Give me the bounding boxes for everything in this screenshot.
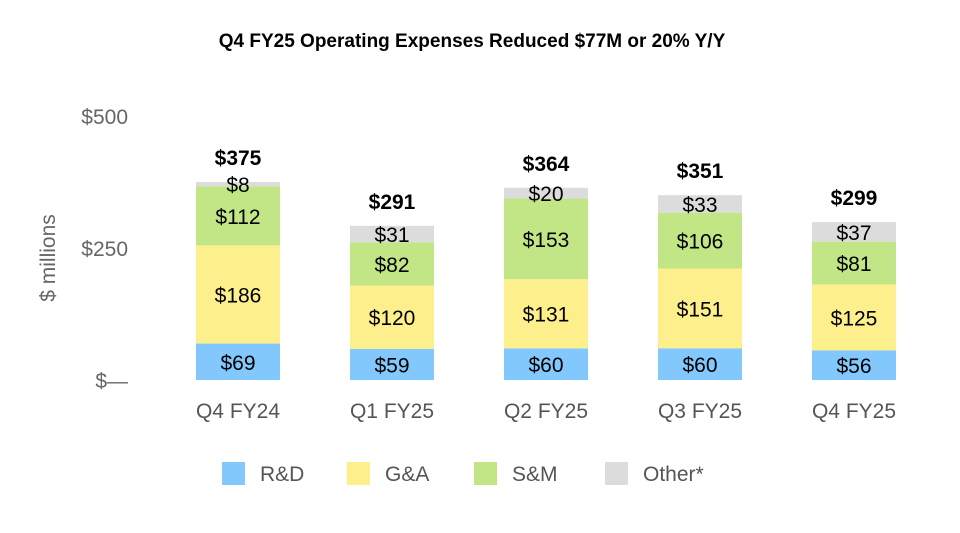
total-label: $291 — [369, 191, 416, 214]
x-tick-label: Q2 FY25 — [504, 400, 588, 423]
segment-label: $31 — [374, 224, 409, 247]
bar-segment — [504, 348, 588, 380]
bar-segment — [196, 343, 280, 380]
total-label: $375 — [215, 147, 262, 170]
bar-segment — [196, 245, 280, 344]
segment-label: $131 — [523, 304, 570, 327]
y-tick-label: $— — [95, 370, 128, 393]
total-label: $364 — [523, 153, 570, 176]
legend-item: Other* — [605, 462, 704, 486]
segment-label: $186 — [215, 284, 262, 307]
legend-label: S&M — [512, 463, 558, 486]
bar-segment — [196, 182, 280, 187]
bar-segment — [658, 268, 742, 349]
legend-swatch — [474, 462, 497, 485]
bar-segment — [812, 350, 896, 380]
bar-group: $60 $151 $106 $33 $351 Q3 FY25 — [658, 160, 742, 423]
bar-segment — [812, 241, 896, 285]
segment-label: $20 — [528, 183, 563, 206]
legend-swatch — [222, 462, 245, 485]
segment-label: $37 — [836, 222, 871, 245]
segment-label: $60 — [682, 354, 717, 377]
bar-segment — [658, 195, 742, 213]
legend-item: S&M — [474, 462, 558, 486]
bar-segment — [812, 222, 896, 242]
bar-segment — [350, 225, 434, 243]
segment-label: $82 — [374, 254, 409, 277]
bar-group: $60 $131 $153 $20 $364 Q2 FY25 — [504, 153, 588, 423]
segment-label: $69 — [220, 352, 255, 375]
bar-segment — [504, 198, 588, 280]
segment-label: $106 — [677, 231, 724, 254]
segment-label: $125 — [831, 307, 878, 330]
legend-swatch — [347, 462, 370, 485]
bar-segment — [350, 285, 434, 349]
bar-group: $69 $186 $112 $8 $375 Q4 FY24 — [196, 147, 280, 423]
total-label: $299 — [831, 187, 878, 210]
segment-label: $120 — [369, 307, 416, 330]
legend-label: G&A — [385, 463, 429, 486]
bar-segment — [658, 348, 742, 380]
x-tick-label: Q4 FY24 — [196, 400, 280, 423]
x-tick-label: Q3 FY25 — [658, 400, 742, 423]
bar-segment — [196, 186, 280, 246]
bar-segment — [350, 348, 434, 380]
segment-label: $112 — [215, 206, 260, 229]
bar-segment — [504, 279, 588, 349]
total-label: $351 — [677, 160, 724, 183]
y-tick-label: $250 — [81, 238, 128, 261]
y-tick-label: $500 — [81, 106, 128, 129]
x-tick-label: Q1 FY25 — [350, 400, 434, 423]
segment-label: $56 — [836, 355, 871, 378]
x-tick-label: Q4 FY25 — [812, 400, 896, 423]
chart-title: Q4 FY25 Operating Expenses Reduced $77M … — [219, 31, 726, 52]
legend-item: R&D — [222, 462, 304, 486]
legend-label: Other* — [643, 463, 704, 486]
segment-label: $151 — [677, 298, 724, 321]
legend-label: R&D — [260, 463, 304, 486]
legend-item: G&A — [347, 462, 429, 486]
y-axis-label: $ millions — [37, 214, 60, 302]
segment-label: $59 — [374, 354, 409, 377]
bar-segment — [350, 242, 434, 286]
bar-segment — [812, 284, 896, 351]
legend-swatch — [605, 462, 628, 485]
bar-segment — [658, 212, 742, 269]
bar-segment — [504, 187, 588, 199]
bar-group: $56 $125 $81 $37 $299 Q4 FY25 — [812, 187, 896, 423]
segment-label: $60 — [528, 354, 563, 377]
segment-label: $8 — [226, 174, 249, 197]
segment-label: $81 — [836, 253, 871, 276]
segment-label: $153 — [523, 229, 570, 252]
bar-group: $59 $120 $82 $31 $291 Q1 FY25 — [350, 191, 434, 423]
segment-label: $33 — [682, 194, 717, 217]
